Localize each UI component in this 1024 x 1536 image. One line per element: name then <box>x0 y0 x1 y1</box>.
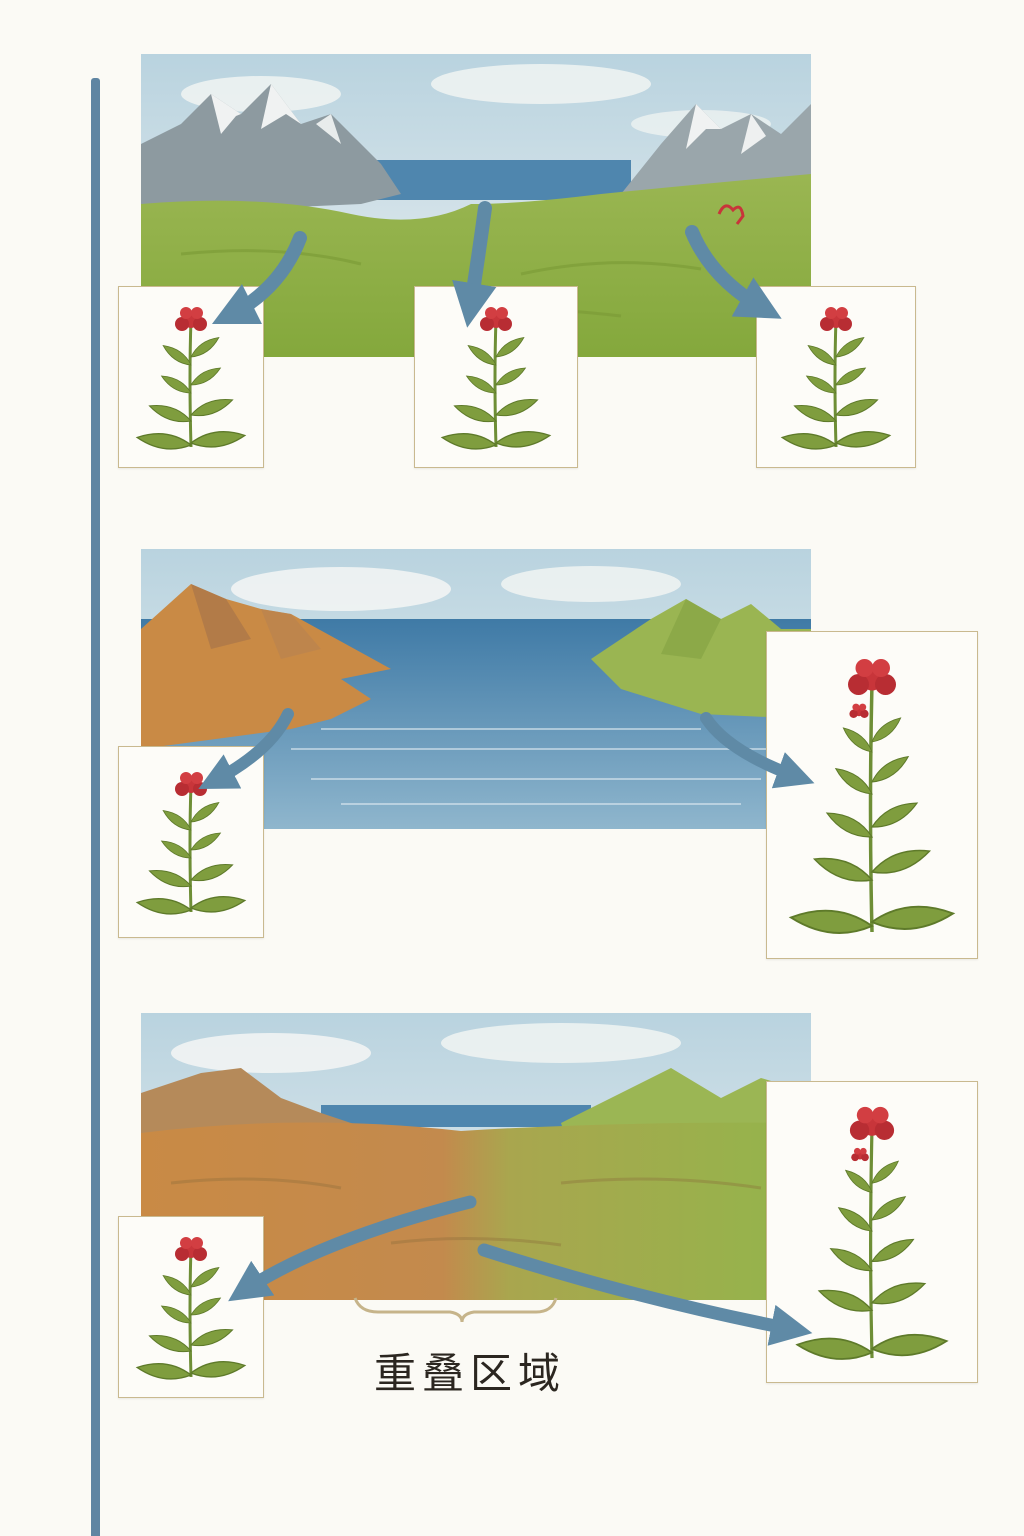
specimen-card <box>756 286 916 468</box>
specimen-card <box>118 746 264 938</box>
specimen-card <box>766 1081 978 1383</box>
flower-icon <box>767 632 977 958</box>
specimen-card <box>766 631 978 959</box>
flower-icon <box>119 1217 263 1397</box>
specimen-card <box>118 1216 264 1398</box>
flower-icon <box>119 287 263 467</box>
specimen-card <box>118 286 264 468</box>
specimen-card <box>414 286 578 468</box>
flower-icon <box>757 287 915 467</box>
overlap-zone-caption: 重叠区域 <box>373 1349 566 1398</box>
flower-icon <box>767 1082 977 1382</box>
flower-icon <box>119 747 263 937</box>
flower-icon <box>415 287 577 467</box>
